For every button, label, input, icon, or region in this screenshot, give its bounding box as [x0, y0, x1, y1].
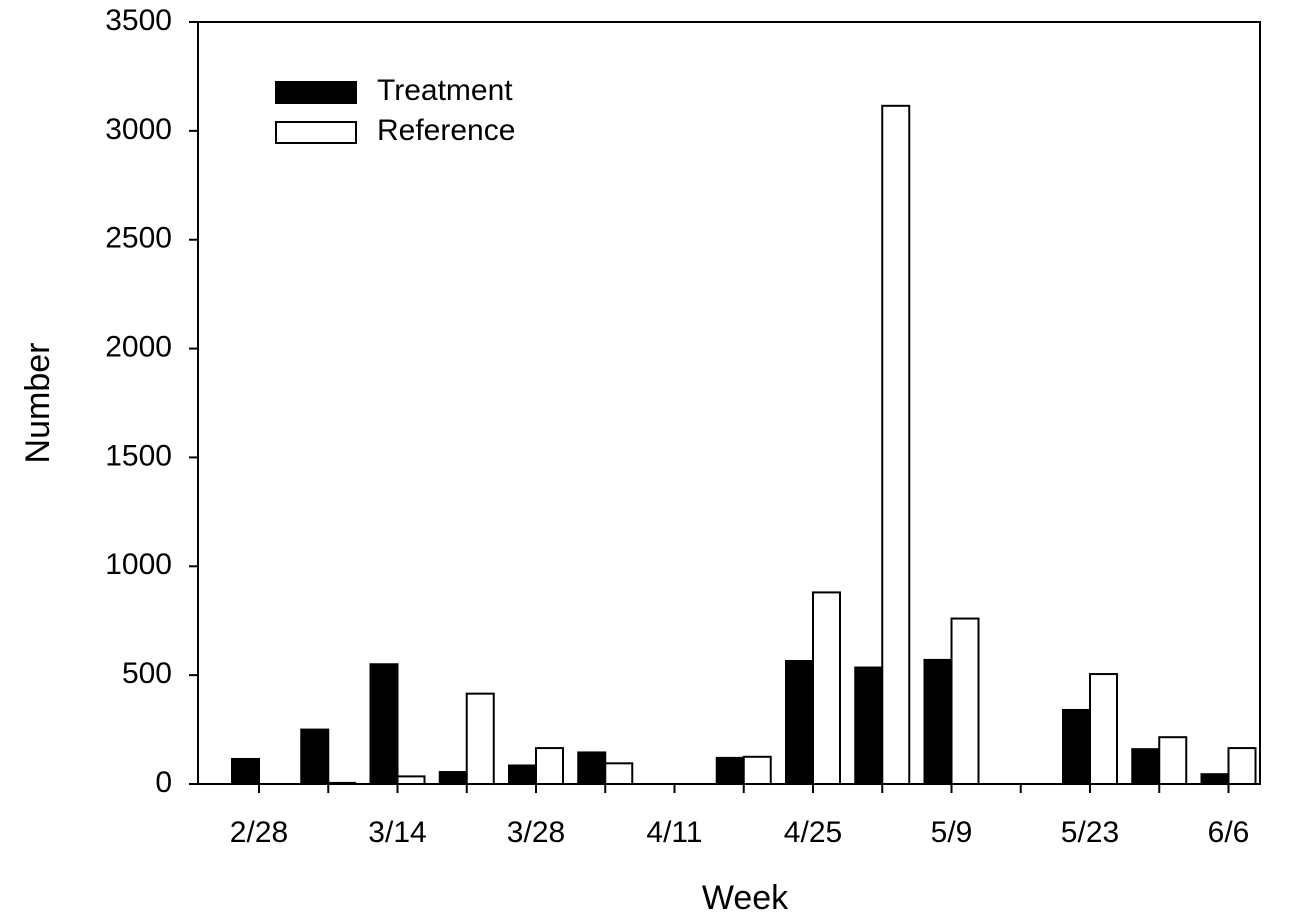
- bar: [715, 756, 745, 785]
- y-tick-label: 2500: [105, 222, 172, 255]
- bar: [396, 775, 426, 786]
- bar: [369, 663, 399, 785]
- y-tick-label: 0: [155, 766, 172, 799]
- plot-frame: [197, 21, 1261, 785]
- bar: [327, 781, 357, 786]
- bar: [950, 617, 980, 786]
- x-tick-label: 3/28: [507, 816, 565, 849]
- bar: [231, 757, 260, 785]
- legend-label: Reference: [377, 114, 515, 147]
- bar: [881, 104, 911, 785]
- bar: [854, 666, 884, 785]
- x-tick-label: 4/11: [646, 816, 702, 849]
- x-tick-label: 5/9: [931, 816, 973, 849]
- bar: [508, 764, 537, 785]
- x-tick-label: 2/28: [230, 816, 288, 849]
- bar: [1089, 673, 1118, 785]
- y-axis-label: Number: [19, 343, 57, 464]
- y-tick-label: 1000: [105, 548, 172, 581]
- y-tick-label: 3500: [105, 4, 172, 37]
- bar: [438, 771, 468, 785]
- legend-swatch: [275, 81, 357, 104]
- bar: [923, 658, 953, 785]
- y-tick-label: 1500: [105, 439, 172, 472]
- legend-label: Treatment: [377, 74, 513, 107]
- bar: [1062, 708, 1091, 786]
- bar: [812, 591, 841, 786]
- bar: [742, 755, 772, 785]
- y-tick-label: 2000: [105, 330, 172, 363]
- legend-swatch: [275, 121, 357, 144]
- bar: [1227, 747, 1257, 786]
- bar: [785, 659, 814, 786]
- bar: [300, 728, 330, 785]
- x-tick-label: 6/6: [1208, 816, 1250, 849]
- x-tick-label: 5/23: [1061, 816, 1119, 849]
- x-tick-label: 3/14: [368, 816, 426, 849]
- bar: [604, 762, 634, 785]
- x-tick-label: 4/25: [784, 816, 842, 849]
- bar: [1158, 736, 1188, 785]
- y-tick-label: 500: [122, 657, 172, 690]
- bar: [1131, 748, 1161, 785]
- y-tick-label: 3000: [105, 113, 172, 146]
- bar: [465, 692, 495, 785]
- bar: [577, 751, 607, 786]
- x-axis-label: Week: [702, 879, 789, 917]
- bar: [1200, 773, 1230, 786]
- bar: [535, 747, 564, 786]
